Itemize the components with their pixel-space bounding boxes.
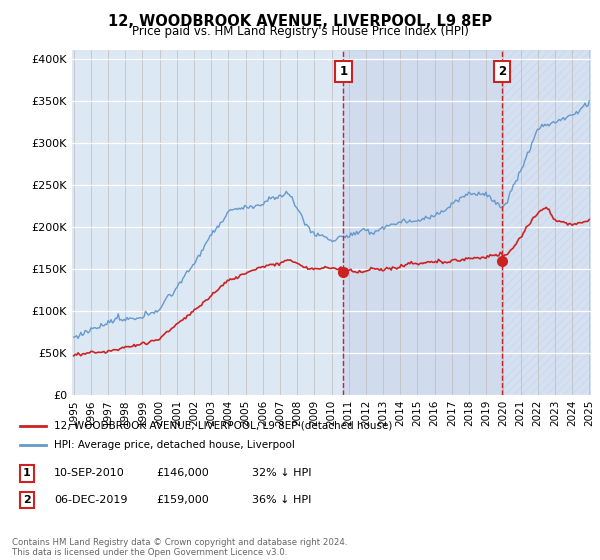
Text: 2: 2 xyxy=(23,495,31,505)
Text: 06-DEC-2019: 06-DEC-2019 xyxy=(54,495,128,505)
Text: 1: 1 xyxy=(23,468,31,478)
Text: 2: 2 xyxy=(498,65,506,78)
Text: 1: 1 xyxy=(339,65,347,78)
Text: 12, WOODBROOK AVENUE, LIVERPOOL, L9 8EP: 12, WOODBROOK AVENUE, LIVERPOOL, L9 8EP xyxy=(108,14,492,29)
Text: 10-SEP-2010: 10-SEP-2010 xyxy=(54,468,125,478)
Text: Price paid vs. HM Land Registry's House Price Index (HPI): Price paid vs. HM Land Registry's House … xyxy=(131,25,469,38)
Bar xyxy=(343,50,502,395)
Text: Contains HM Land Registry data © Crown copyright and database right 2024.
This d: Contains HM Land Registry data © Crown c… xyxy=(12,538,347,557)
Text: £146,000: £146,000 xyxy=(156,468,209,478)
Text: HPI: Average price, detached house, Liverpool: HPI: Average price, detached house, Live… xyxy=(53,440,295,450)
Text: 36% ↓ HPI: 36% ↓ HPI xyxy=(252,495,311,505)
Text: 32% ↓ HPI: 32% ↓ HPI xyxy=(252,468,311,478)
Bar xyxy=(502,50,598,395)
Text: 12, WOODBROOK AVENUE, LIVERPOOL, L9 8EP (detached house): 12, WOODBROOK AVENUE, LIVERPOOL, L9 8EP … xyxy=(53,421,392,431)
Text: £159,000: £159,000 xyxy=(156,495,209,505)
